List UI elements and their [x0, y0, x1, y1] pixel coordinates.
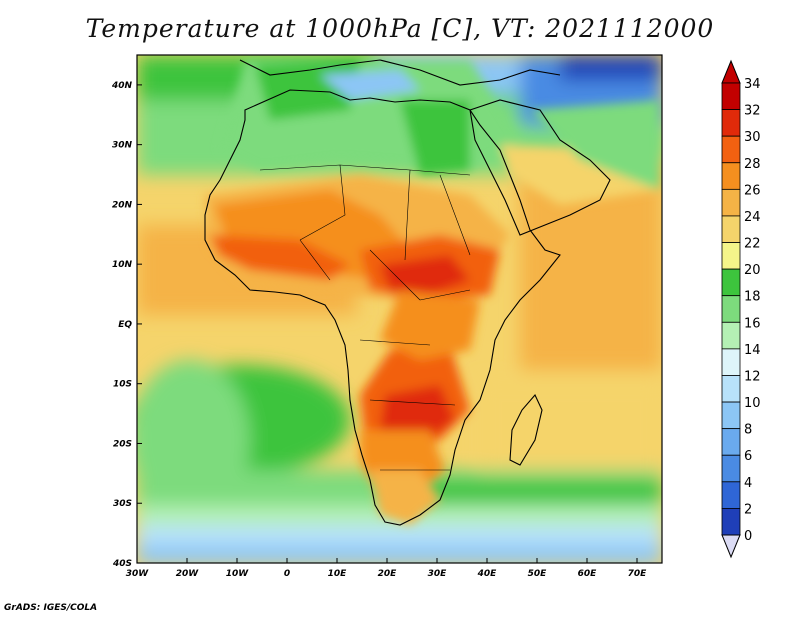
- colorbar-label: 0: [744, 529, 752, 544]
- lon-tick-label: 10E: [328, 569, 348, 579]
- colorbar-label: 6: [744, 449, 752, 464]
- colorbar-label: 22: [744, 237, 761, 252]
- lon-tick-label: 30E: [428, 569, 448, 579]
- africa-coastline: [204, 89, 561, 526]
- lat-tick-label: 30N: [112, 141, 133, 151]
- colorbar-swatch: [721, 481, 741, 509]
- colorbar-label: 18: [744, 290, 761, 305]
- colorbar-label: 26: [744, 183, 761, 198]
- colorbar-swatch: [721, 188, 741, 217]
- colorbar-swatch: [721, 428, 741, 456]
- temperature-field: [137, 55, 662, 563]
- colorbar-label: 2: [744, 502, 752, 517]
- lat-tick-label: 20N: [112, 200, 133, 210]
- colorbar-under-arrow: [721, 534, 741, 559]
- lon-tick-label: 50E: [528, 569, 548, 579]
- colorbar-swatch: [721, 268, 741, 297]
- madagascar-outline: [509, 393, 543, 466]
- colorbar-label: 12: [744, 369, 761, 384]
- lat-tick-label: EQ: [118, 320, 132, 330]
- lat-tick-label: 40N: [111, 81, 133, 91]
- europe-outline: [239, 59, 561, 86]
- colorbar-swatch: [721, 401, 741, 430]
- colorbar-swatch: [721, 454, 741, 483]
- plot-frame: [136, 54, 663, 564]
- colorbar-swatch: [721, 82, 741, 110]
- interior-borders: [259, 164, 471, 471]
- colorbar-label: 20: [744, 263, 761, 278]
- colorbar-label: 4: [744, 476, 752, 491]
- colorbar-label: 10: [744, 396, 761, 411]
- colorbar-label: 14: [744, 343, 761, 358]
- colorbar-swatch: [721, 508, 741, 536]
- coastlines: [204, 59, 611, 526]
- colorbar-label: 32: [744, 104, 761, 119]
- lon-tick-label: 30W: [126, 569, 150, 579]
- colorbar-label: 28: [744, 157, 761, 172]
- lat-tick-label: 20S: [113, 439, 132, 449]
- colorbar-swatch: [721, 242, 741, 270]
- colorbar-label: 34: [744, 77, 761, 92]
- arabia-outline: [469, 99, 611, 236]
- lon-tick-label: 40E: [477, 569, 498, 579]
- lat-tick-label: 10S: [113, 380, 132, 390]
- colorbar-label: 30: [744, 130, 761, 145]
- lon-tick-label: 20W: [176, 569, 200, 579]
- colorbar-swatch: [721, 162, 741, 190]
- colorbar-swatch: [721, 295, 741, 323]
- colorbar-swatch: [721, 321, 741, 350]
- colorbar-swatch: [721, 109, 741, 137]
- lon-tick-label: 10W: [226, 569, 250, 579]
- lon-tick-label: 0: [284, 569, 290, 579]
- colorbar-swatch: [721, 348, 741, 376]
- lon-tick-label: 60E: [578, 569, 598, 579]
- colorbar-swatch: [721, 215, 741, 243]
- colorbar-swatch: [721, 135, 741, 164]
- map-title: Temperature at 1000hPa [C], VT: 20211120…: [85, 14, 715, 43]
- lon-tick-label: 20E: [378, 569, 398, 579]
- lat-tick-label: 30S: [113, 499, 132, 509]
- colorbar-label: 8: [744, 423, 752, 438]
- lon-tick-label: 70E: [628, 569, 648, 579]
- grads-credit: GrADS: IGES/COLA: [4, 603, 98, 613]
- map-axes: 30W 20W 10W 0 10E 20E 30E 40E 50E 60E 70E 40N 30N 20N…: [111, 81, 647, 579]
- lat-tick-label: 10N: [112, 260, 133, 270]
- colorbar-label: 16: [744, 316, 761, 331]
- colorbar-swatch: [721, 375, 741, 403]
- lat-tick-label: 40S: [112, 559, 132, 569]
- colorbar-label: 24: [744, 210, 761, 225]
- colorbar-over-arrow: [721, 59, 741, 84]
